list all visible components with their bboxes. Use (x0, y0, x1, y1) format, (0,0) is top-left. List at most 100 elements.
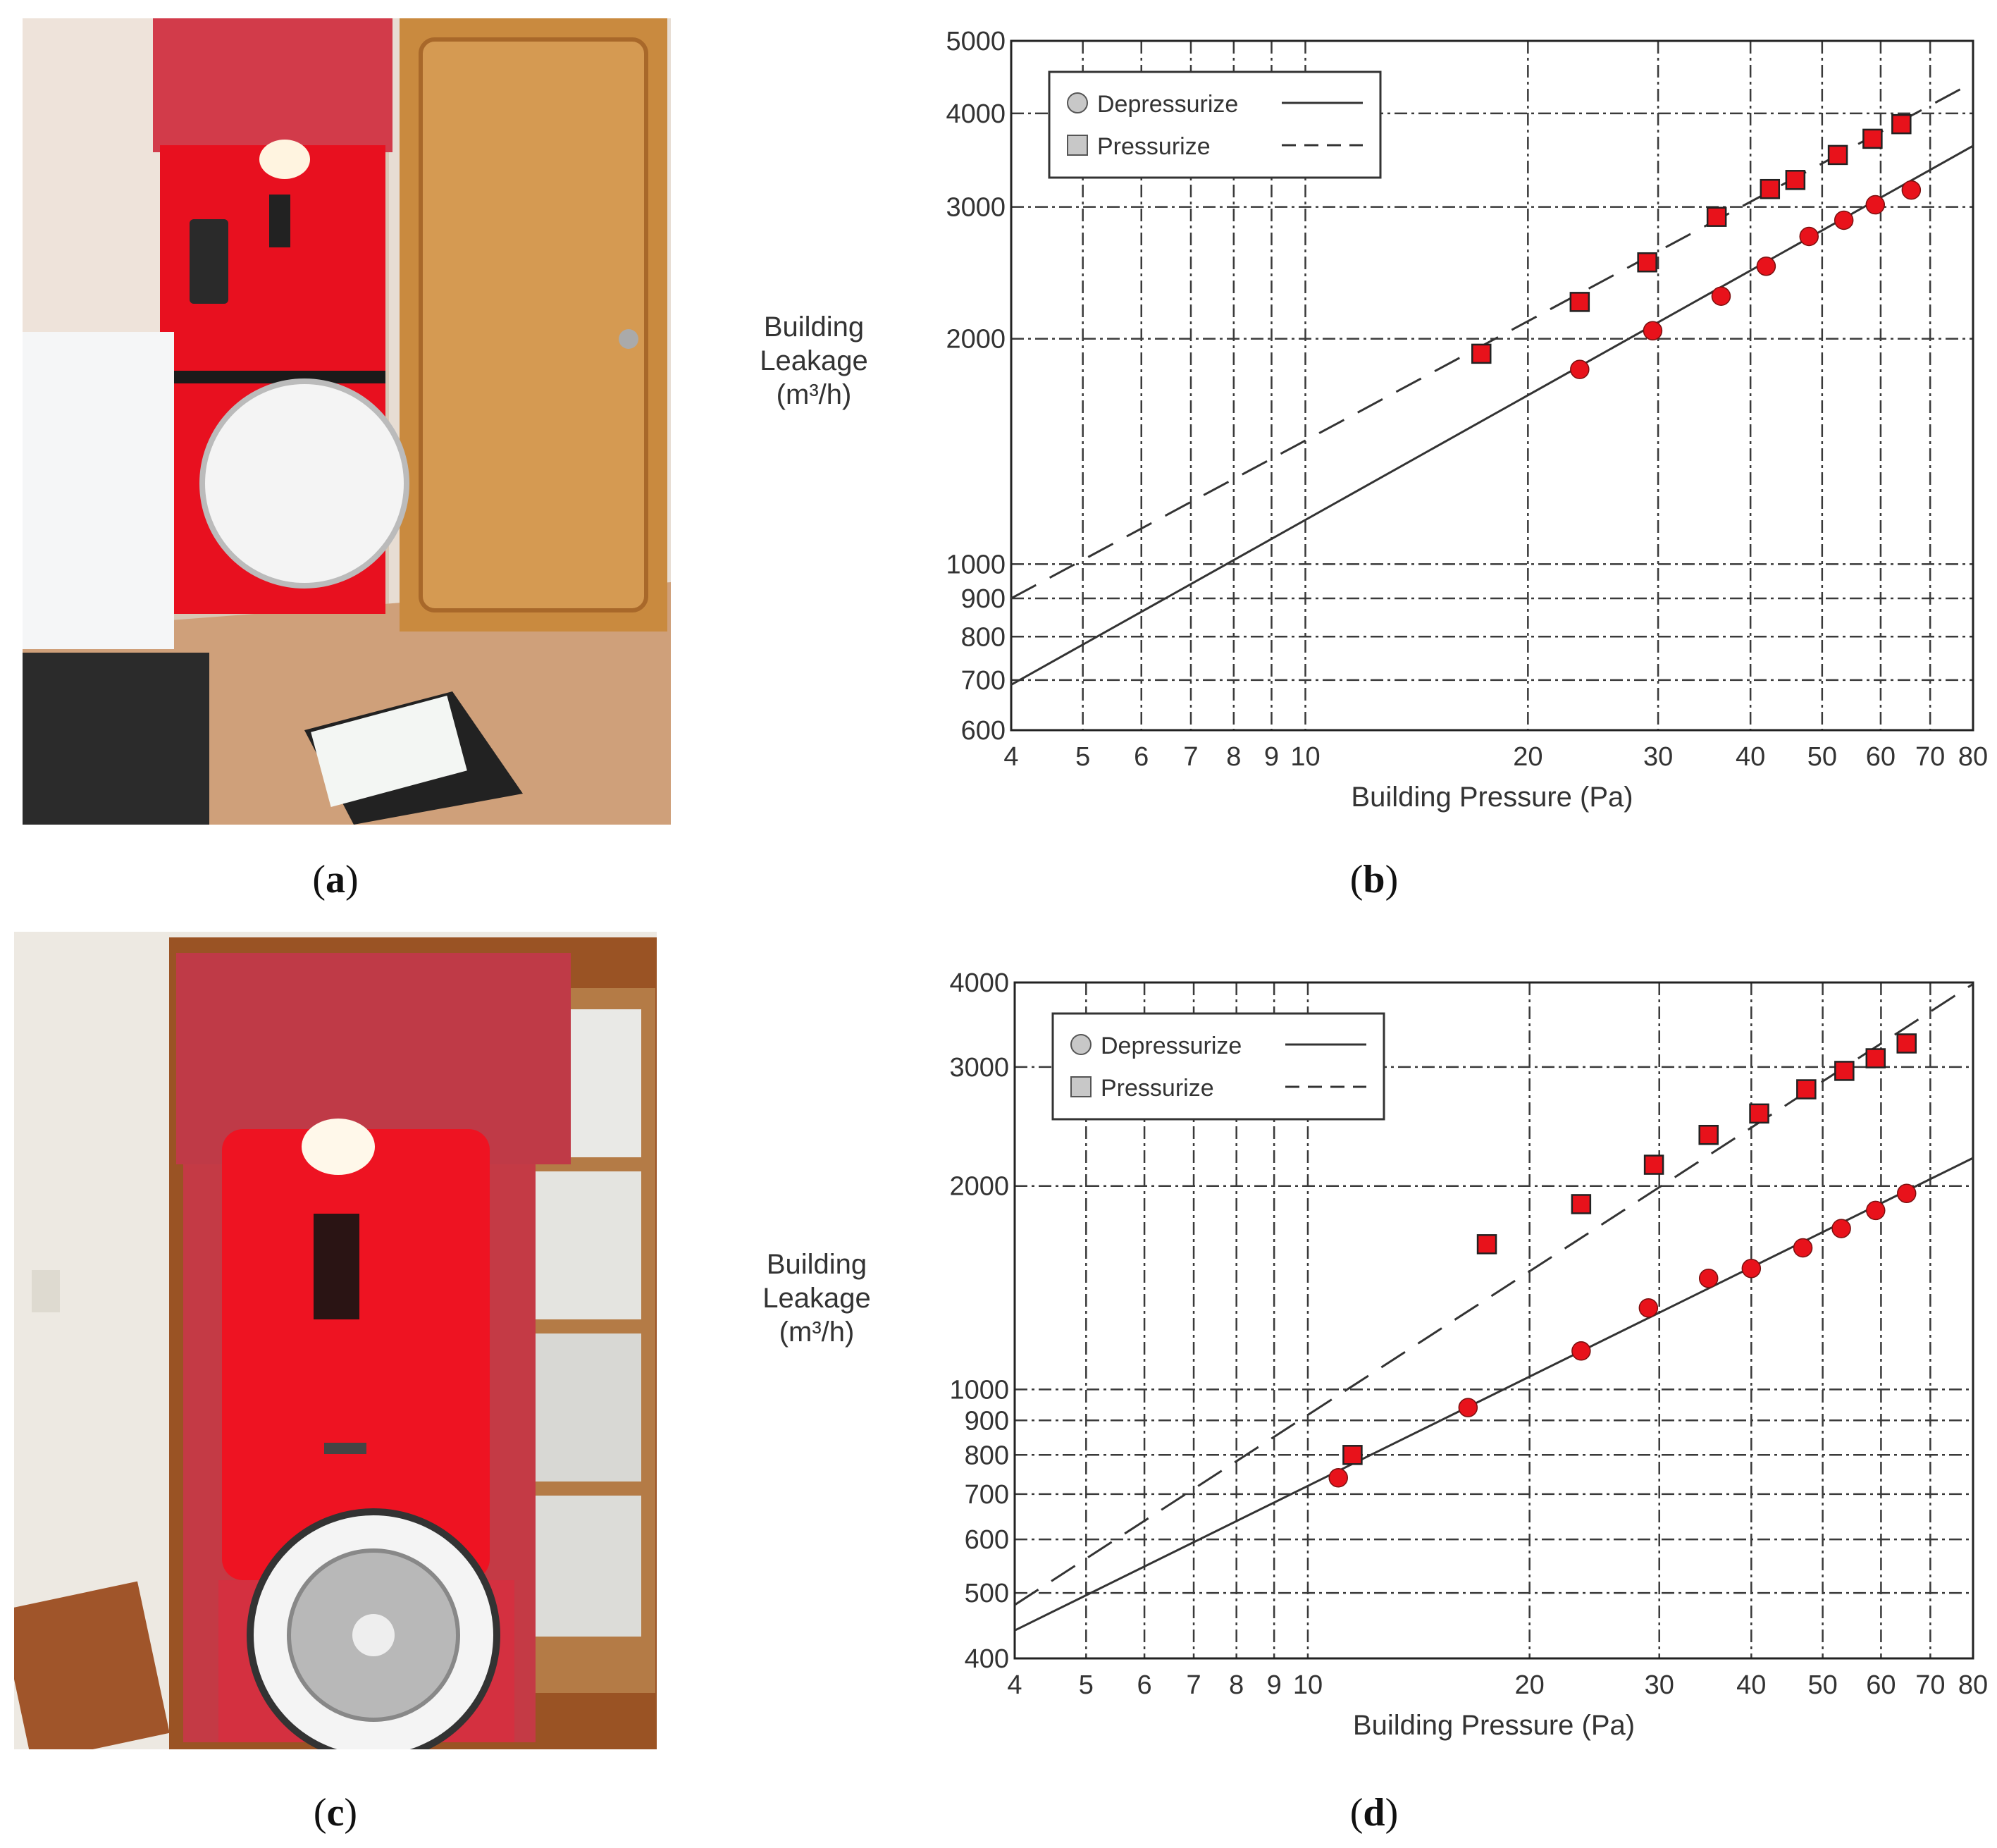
chart-d-xtick-label-7: 7 (1186, 1670, 1201, 1700)
chart-d-point-pressurize-1 (1476, 1234, 1497, 1255)
blower-door-photo-c (14, 932, 657, 1749)
chart-b-point-pressurize-4 (1760, 178, 1781, 199)
chart-d-point-pressurize-4 (1698, 1124, 1719, 1145)
chart-b-xtick-label-4: 4 (1003, 742, 1018, 772)
photo-a (23, 18, 671, 825)
chart-b-xtick-label-8: 8 (1226, 742, 1241, 772)
chart-b-xlabel: Building Pressure (Pa) (1351, 782, 1633, 813)
caption-c: (c) (313, 1791, 358, 1835)
chart-b-ytick-label-5000: 5000 (946, 27, 1006, 56)
chart-b-ytick-label-800: 800 (961, 622, 1006, 652)
chart-d-point-depressurize-0 (1328, 1468, 1348, 1488)
chart-d-xtick-label-40: 40 (1736, 1670, 1766, 1700)
chart-d-ytick-label-800: 800 (965, 1441, 1009, 1470)
chart-b-point-pressurize-0 (1471, 343, 1492, 364)
chart-d-point-depressurize-7 (1831, 1219, 1851, 1238)
chart-d-ylabel: Building Leakage (m³/h) (762, 1249, 871, 1348)
chart-b-xtick-label-5: 5 (1075, 742, 1090, 772)
chart-b-ytick-label-3000: 3000 (946, 193, 1006, 223)
chart-b-xtick-label-7: 7 (1183, 742, 1198, 772)
chart-d-legend-label-1: Pressurize (1101, 1075, 1214, 1102)
chart-d-point-depressurize-1 (1458, 1398, 1478, 1417)
chart-b-point-pressurize-8 (1891, 113, 1912, 135)
chart-b-point-depressurize-6 (1865, 195, 1886, 215)
chart-b-fit-line-pressurize (1010, 81, 1974, 600)
chart-b-ytick-label-4000: 4000 (946, 99, 1006, 129)
chart-d-ytick-label-600: 600 (965, 1525, 1009, 1555)
chart-b-point-pressurize-3 (1706, 207, 1727, 227)
chart-d-xtick-label-6: 6 (1137, 1670, 1152, 1700)
chart-b-point-depressurize-0 (1570, 359, 1590, 379)
chart-d-xtick-label-9: 9 (1267, 1670, 1282, 1700)
chart-b-xtick-label-10: 10 (1290, 742, 1320, 772)
chart-d-xtick-label-20: 20 (1515, 1670, 1545, 1700)
chart-d-ytick-label-3000: 3000 (949, 1053, 1009, 1083)
chart-d-legend-marker-0 (1070, 1034, 1092, 1055)
blower-door-photo-a (23, 18, 671, 825)
chart-b-xtick-label-80: 80 (1958, 742, 1987, 772)
chart-d-xtick-label-50: 50 (1807, 1670, 1837, 1700)
chart-d-point-pressurize-3 (1643, 1154, 1664, 1175)
chart-b-ytick-label-600: 600 (961, 716, 1006, 746)
chart-d-xtick-label-60: 60 (1866, 1670, 1896, 1700)
chart-b-point-depressurize-3 (1756, 256, 1776, 276)
chart-b-xtick-label-50: 50 (1807, 742, 1837, 772)
chart-b-point-pressurize-7 (1862, 128, 1883, 149)
chart-d-point-pressurize-6 (1796, 1079, 1817, 1099)
caption-b: (b) (1349, 858, 1399, 901)
chart-b-ytick-label-2000: 2000 (946, 325, 1006, 355)
chart-d-ytick-label-500: 500 (965, 1579, 1009, 1608)
caption-d: (d) (1349, 1791, 1399, 1835)
chart-b-point-depressurize-4 (1799, 226, 1819, 247)
chart-d-ytick-label-4000: 4000 (949, 968, 1009, 998)
chart-d-ytick-label-700: 700 (965, 1480, 1009, 1510)
chart-d-xtick-label-4: 4 (1007, 1670, 1022, 1700)
chart-b-ytick-label-900: 900 (961, 584, 1006, 614)
chart-d-xtick-label-5: 5 (1079, 1670, 1094, 1700)
chart-b-plot-frame (1010, 39, 1974, 732)
chart-b-point-pressurize-2 (1637, 252, 1657, 273)
caption-a: (a) (312, 858, 359, 901)
chart-b-point-depressurize-2 (1711, 286, 1731, 306)
chart-d-point-pressurize-2 (1571, 1194, 1592, 1214)
chart-b-xtick-label-70: 70 (1915, 742, 1945, 772)
chart-b: 4 5 6 7 8 9 10 20 30 40 50 60 70 80 600 700 800 900 1000 20… (946, 27, 1987, 813)
chart-d-point-depressurize-6 (1793, 1238, 1813, 1258)
chart-d-legend (1051, 1012, 1385, 1121)
chart-d-xlabel: Building Pressure (Pa) (1353, 1710, 1635, 1741)
chart-d-point-pressurize-7 (1834, 1061, 1855, 1081)
chart-d-point-depressurize-8 (1866, 1200, 1886, 1221)
chart-d-point-depressurize-3 (1638, 1298, 1659, 1318)
chart-d-point-depressurize-9 (1896, 1183, 1917, 1203)
chart-b-point-depressurize-1 (1643, 321, 1663, 341)
chart-b-ytick-label-700: 700 (961, 666, 1006, 696)
chart-d-ytick-label-2000: 2000 (949, 1172, 1009, 1202)
chart-b-xtick-label-30: 30 (1643, 742, 1673, 772)
chart-d-point-pressurize-9 (1896, 1033, 1917, 1054)
chart-d-xtick-label-70: 70 (1915, 1670, 1945, 1700)
chart-d-ytick-label-1000: 1000 (949, 1375, 1009, 1405)
chart-d-xtick-label-8: 8 (1229, 1670, 1244, 1700)
chart-d-xtick-label-10: 10 (1293, 1670, 1323, 1700)
photo-c (14, 932, 657, 1749)
chart-d-legend-marker-1 (1070, 1076, 1092, 1097)
chart-d-xtick-label-30: 30 (1645, 1670, 1674, 1700)
chart-b-xtick-label-6: 6 (1134, 742, 1149, 772)
chart-d-point-depressurize-2 (1571, 1341, 1591, 1361)
chart-b-xtick-label-60: 60 (1866, 742, 1896, 772)
chart-b-xtick-label-40: 40 (1736, 742, 1765, 772)
chart-d-fit-line-pressurize (1014, 982, 1974, 1606)
chart-d-ytick-label-900: 900 (965, 1406, 1009, 1436)
chart-b-ytick-label-1000: 1000 (946, 550, 1006, 579)
chart-b-legend-marker-1 (1067, 135, 1088, 156)
chart-d: 4 5 6 7 8 9 10 20 30 40 50 60 70 80 400 500 600 700 800 900… (949, 968, 1987, 1741)
chart-b-legend-label-0: Depressurize (1097, 91, 1238, 118)
chart-d-ytick-label-400: 400 (965, 1644, 1009, 1674)
chart-b-xtick-label-20: 20 (1513, 742, 1542, 772)
chart-b-ylabel: Building Leakage (m³/h) (760, 312, 868, 410)
chart-d-legend-label-0: Depressurize (1101, 1033, 1242, 1059)
chart-d-fit-line-depressurize (1014, 1157, 1974, 1632)
chart-d-point-pressurize-5 (1749, 1103, 1769, 1124)
chart-b-legend-marker-0 (1067, 92, 1088, 113)
chart-b-xtick-label-9: 9 (1264, 742, 1279, 772)
